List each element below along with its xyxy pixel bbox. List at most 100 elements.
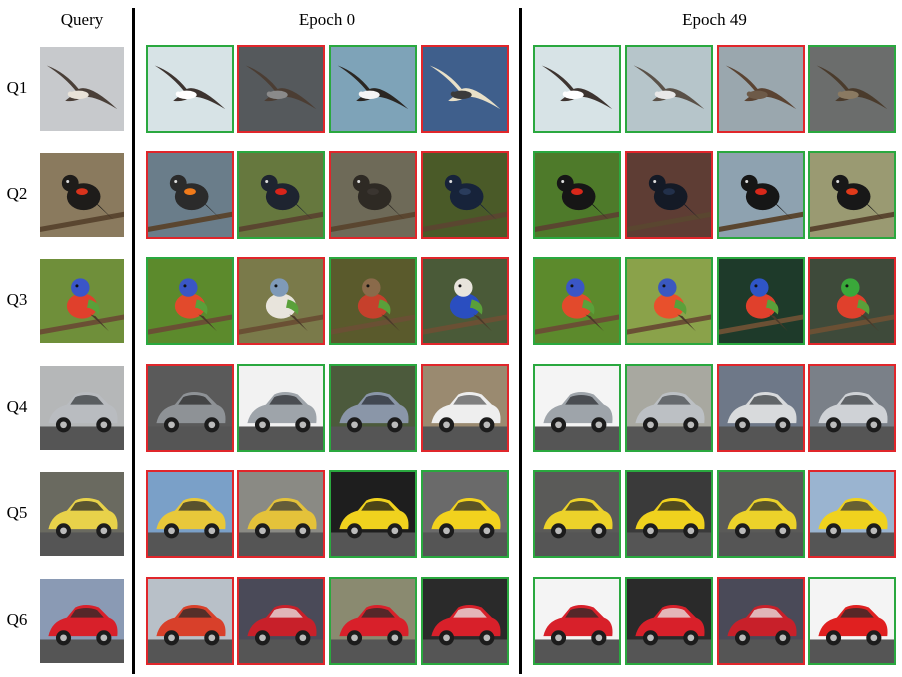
car-icon	[239, 472, 323, 556]
car-icon	[423, 366, 507, 450]
car-icon	[719, 579, 803, 663]
car-icon	[810, 472, 894, 556]
albatross-icon	[331, 47, 415, 131]
epoch49-result-q5-3	[717, 470, 805, 558]
epoch0-result-q6-1	[146, 577, 234, 665]
albatross-icon	[148, 47, 232, 131]
epoch49-result-q4-1	[533, 364, 621, 452]
albatross-icon	[40, 47, 124, 131]
blackbird-icon	[627, 153, 711, 237]
epoch0-result-q4-3	[329, 364, 417, 452]
epoch0-result-q4-2	[237, 364, 325, 452]
car-icon	[239, 579, 323, 663]
albatross-icon	[239, 47, 323, 131]
epoch0-result-q3-4	[421, 257, 509, 345]
car-icon	[40, 366, 124, 450]
car-icon	[810, 366, 894, 450]
epoch0-result-q4-4	[421, 364, 509, 452]
car-icon	[810, 579, 894, 663]
car-icon	[331, 366, 415, 450]
albatross-icon	[810, 47, 894, 131]
epoch49-result-q4-3	[717, 364, 805, 452]
car-icon	[535, 472, 619, 556]
epoch49-result-q3-3	[717, 257, 805, 345]
bunting-icon	[148, 259, 232, 343]
car-icon	[40, 472, 124, 556]
epoch0-result-q1-3	[329, 45, 417, 133]
bunting-icon	[331, 259, 415, 343]
car-icon	[719, 472, 803, 556]
epoch0-result-q6-4	[421, 577, 509, 665]
epoch0-result-q5-1	[146, 470, 234, 558]
epoch0-result-q3-2	[237, 257, 325, 345]
query-label-q5: Q5	[6, 503, 28, 522]
epoch0-result-q2-3	[329, 151, 417, 239]
epoch0-result-q6-2	[237, 577, 325, 665]
bunting-icon	[40, 259, 124, 343]
epoch49-result-q1-1	[533, 45, 621, 133]
blackbird-icon	[331, 153, 415, 237]
blackbird-icon	[810, 153, 894, 237]
epoch49-result-q5-4	[808, 470, 896, 558]
car-icon	[627, 366, 711, 450]
car-icon	[148, 366, 232, 450]
query-image-q5	[40, 472, 124, 556]
epoch49-result-q6-2	[625, 577, 713, 665]
albatross-icon	[423, 47, 507, 131]
epoch49-result-q4-2	[625, 364, 713, 452]
car-icon	[148, 579, 232, 663]
epoch49-result-q4-4	[808, 364, 896, 452]
epoch49-column-header: Epoch 49	[682, 10, 747, 29]
epoch0-column-header: Epoch 0	[298, 10, 356, 29]
bunting-icon	[719, 259, 803, 343]
blackbird-icon	[239, 153, 323, 237]
epoch0-result-q6-3	[329, 577, 417, 665]
car-icon	[423, 579, 507, 663]
epoch49-result-q3-4	[808, 257, 896, 345]
car-icon	[535, 579, 619, 663]
blackbird-icon	[535, 153, 619, 237]
query-label-q4: Q4	[6, 397, 28, 416]
epoch0-result-q2-1	[146, 151, 234, 239]
albatross-icon	[627, 47, 711, 131]
query-image-q2	[40, 153, 124, 237]
epoch49-result-q5-2	[625, 470, 713, 558]
car-icon	[627, 472, 711, 556]
bunting-icon	[627, 259, 711, 343]
blackbird-icon	[719, 153, 803, 237]
bunting-icon	[810, 259, 894, 343]
query-label-q3: Q3	[6, 290, 28, 309]
albatross-icon	[535, 47, 619, 131]
car-icon	[239, 366, 323, 450]
epoch49-result-q2-2	[625, 151, 713, 239]
albatross-icon	[719, 47, 803, 131]
car-icon	[331, 579, 415, 663]
epoch49-result-q1-4	[808, 45, 896, 133]
epoch0-result-q3-1	[146, 257, 234, 345]
epoch49-result-q2-3	[717, 151, 805, 239]
car-icon	[40, 579, 124, 663]
epoch0-result-q5-4	[421, 470, 509, 558]
epoch49-result-q1-3	[717, 45, 805, 133]
car-icon	[423, 472, 507, 556]
epoch49-result-q1-2	[625, 45, 713, 133]
epoch0-result-q3-3	[329, 257, 417, 345]
epoch0-result-q5-3	[329, 470, 417, 558]
blackbird-icon	[148, 153, 232, 237]
bunting-icon	[423, 259, 507, 343]
query-image-q3	[40, 259, 124, 343]
separator-epoch0-epoch49	[519, 8, 522, 674]
car-icon	[331, 472, 415, 556]
separator-query-epoch0	[132, 8, 135, 674]
epoch0-result-q2-4	[421, 151, 509, 239]
epoch0-result-q1-4	[421, 45, 509, 133]
epoch49-result-q5-1	[533, 470, 621, 558]
epoch0-result-q1-2	[237, 45, 325, 133]
query-label-q6: Q6	[6, 610, 28, 629]
blackbird-icon	[40, 153, 124, 237]
epoch49-result-q2-4	[808, 151, 896, 239]
epoch49-result-q3-2	[625, 257, 713, 345]
epoch0-result-q4-1	[146, 364, 234, 452]
epoch49-result-q6-1	[533, 577, 621, 665]
epoch0-result-q2-2	[237, 151, 325, 239]
